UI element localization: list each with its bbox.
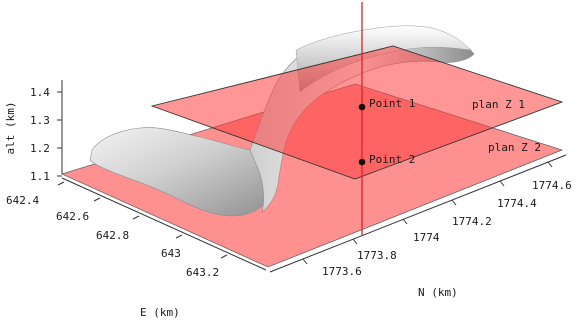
- alt-tick-2: 1.3: [30, 114, 50, 127]
- e-tick-2: 642.6: [56, 210, 89, 223]
- e-tick-4: 643: [161, 247, 181, 260]
- alt-tick-1: 1.4: [30, 86, 50, 99]
- alt-tick-3: 1.2: [30, 142, 50, 155]
- e-tick-5: 643.2: [186, 266, 219, 279]
- lower-plane-label: plan Z 2: [488, 141, 541, 154]
- n-axis-ticks: [302, 161, 553, 265]
- n-tick-4: 1774: [413, 231, 440, 244]
- point-1-label: Point 1: [369, 97, 415, 110]
- e-tick-3: 642.8: [96, 229, 129, 242]
- n-tick-3: 1774.2: [452, 215, 492, 228]
- n-axis-line: [269, 154, 567, 273]
- n-axis-title: N (km): [418, 286, 458, 299]
- e-tick-1: 642.4: [6, 194, 39, 207]
- n-tick-5: 1773.8: [357, 249, 397, 262]
- alt-axis-title: alt (km): [4, 102, 17, 155]
- e-axis-line: [61, 177, 267, 271]
- n-tick-1: 1774.6: [532, 179, 572, 192]
- n-tick-2: 1774.4: [497, 197, 537, 210]
- alt-axis-ticks: [57, 91, 62, 177]
- point-2-label: Point 2: [369, 153, 415, 166]
- upper-plane: [150, 45, 564, 180]
- point-2-marker: [358, 158, 366, 166]
- e-axis-ticks: [57, 181, 228, 259]
- n-tick-6: 1773.6: [322, 265, 362, 278]
- alt-tick-4: 1.1: [30, 170, 50, 183]
- e-axis-title: E (km): [140, 306, 180, 319]
- point-1-marker: [358, 103, 366, 111]
- upper-plane-label: plan Z 1: [472, 98, 525, 111]
